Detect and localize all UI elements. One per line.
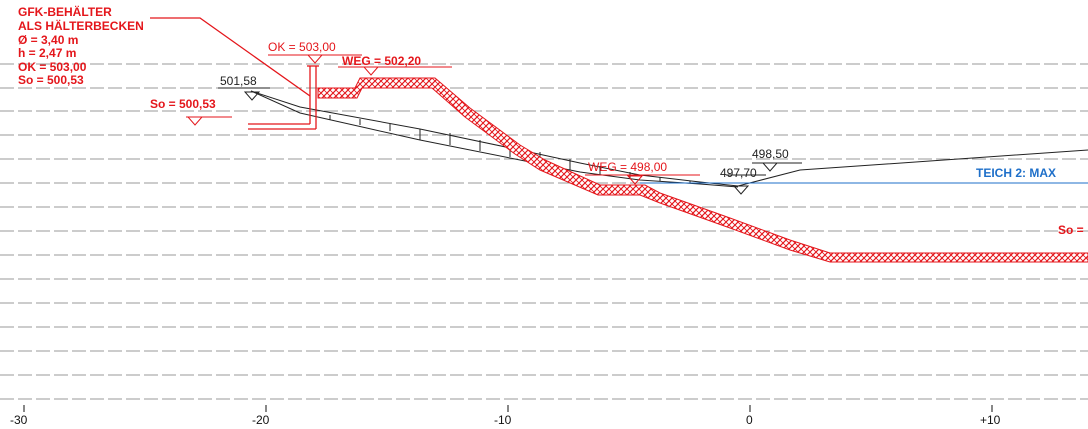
axis-tick-label: -20 [252, 413, 270, 427]
level-markers [186, 54, 802, 195]
label-weg-top: WEG = 502,20 [342, 54, 421, 68]
path-weg-hatched [317, 77, 1088, 263]
axis-tick-label: +10 [980, 413, 1001, 427]
axis-tick-label: -10 [494, 413, 512, 427]
container-line2: ALS HÄLTERBECKEN [18, 18, 144, 33]
container-so: So = 500,53 [18, 73, 84, 87]
terrain-line [250, 90, 1088, 188]
axis-tick-label: -30 [10, 413, 28, 427]
axis-tick-label: 0 [746, 413, 753, 427]
x-axis-labels: -30 -20 -10 0 +10 [10, 413, 1001, 427]
label-level-right-lower: 497,70 [720, 166, 757, 180]
container-title: GFK-BEHÄLTER [18, 4, 112, 19]
x-axis-ticks [23, 405, 993, 412]
label-so-right: So = [1058, 223, 1084, 237]
label-ground-left: 501,58 [220, 74, 257, 88]
container-height: h = 2,47 m [18, 46, 76, 60]
container-info: GFK-BEHÄLTER ALS HÄLTERBECKEN Ø = 3,40 m… [18, 4, 144, 87]
container-diameter: Ø = 3,40 m [18, 33, 78, 47]
label-so-left: So = 500,53 [150, 97, 216, 111]
label-ok-top: OK = 503,00 [268, 40, 336, 54]
label-level-right-upper: 498,50 [752, 147, 789, 161]
label-weg-mid: WEG = 498,00 [588, 160, 667, 174]
container-ok: OK = 503,00 [18, 60, 87, 74]
dashed-grid [0, 63, 1088, 400]
container-outline [150, 17, 319, 130]
label-teich: TEICH 2: MAX [976, 166, 1056, 180]
